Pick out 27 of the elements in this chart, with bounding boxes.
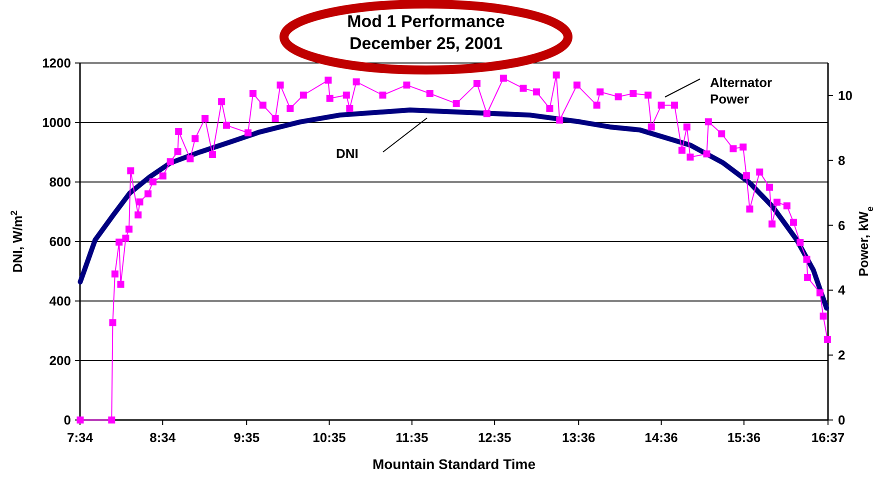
y-tick-label: 0 [64,412,71,428]
chart-title: Mod 1 Performance December 25, 2001 [347,12,505,53]
x-tick-label: 12:35 [478,430,512,445]
y-tick-label: 200 [49,353,71,368]
y-tick-label: 600 [49,234,71,250]
x-tick-label: 14:36 [644,430,678,445]
x-tick-label: 8:34 [150,430,176,445]
y2-tick-label: 2 [838,348,846,363]
y2-tick-label: 6 [838,218,846,233]
y2-tick-label: 8 [838,152,846,168]
annotation: DNI [336,146,358,161]
x-tick-label: 7:34 [66,430,94,445]
x-tick-label: 10:35 [312,430,346,445]
x-tick-label: 9:35 [234,430,260,445]
y-tick-label: 400 [49,294,71,309]
x-axis-title: Mountain Standard Time [372,456,536,472]
annotation: Alternator Power [710,75,772,106]
y-tick-label: 800 [49,174,71,190]
y-tick-label: 1200 [42,56,71,71]
y2-tick-label: 4 [838,282,846,298]
y2-tick-label: 0 [838,412,846,428]
x-tick-label: 15:36 [727,430,761,445]
x-tick-label: 16:37 [811,430,845,445]
y2-tick-label: 10 [838,88,852,104]
x-tick-label: 11:35 [396,430,428,445]
y-tick-label: 1000 [42,115,71,130]
x-tick-label: 13:36 [562,430,596,445]
